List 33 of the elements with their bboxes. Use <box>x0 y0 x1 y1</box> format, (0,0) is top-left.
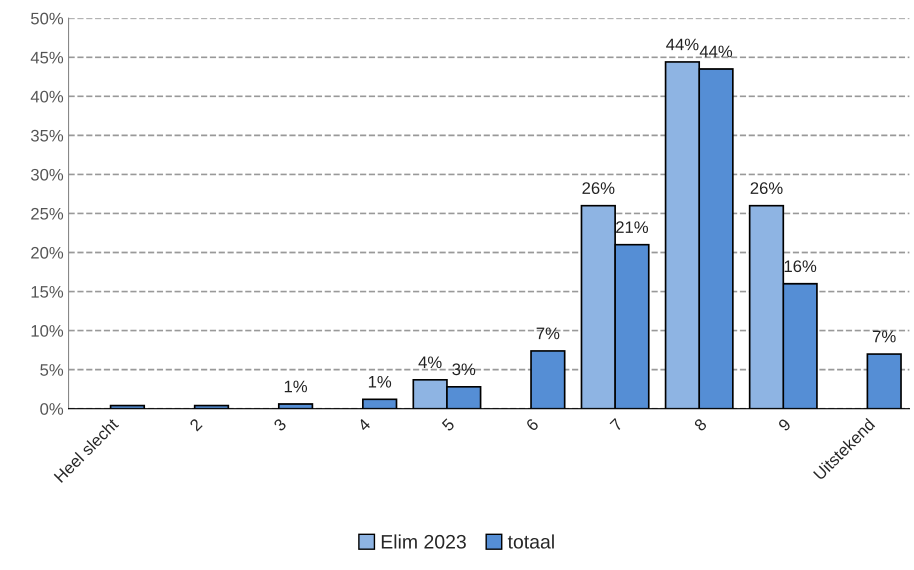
data-label: 7% <box>873 330 896 342</box>
x-tick-label: 7 <box>610 418 624 432</box>
data-label: 1% <box>284 380 308 392</box>
x-tick-label: 3 <box>272 418 287 432</box>
data-label: 7% <box>536 328 560 340</box>
x-tick-label: 9 <box>778 418 792 432</box>
data-label: 21% <box>616 221 648 234</box>
legend-label: Elim 2023 <box>382 534 466 549</box>
y-tick-label: 45% <box>30 52 64 64</box>
data-label: 44% <box>666 38 698 50</box>
x-tick-label: 6 <box>525 418 540 432</box>
data-label: 3% <box>452 363 476 376</box>
y-tick-label: 20% <box>31 246 64 259</box>
x-tick-label: 4 <box>357 418 372 432</box>
x-tick-label: 2 <box>189 418 203 432</box>
data-label: 26% <box>582 182 614 194</box>
y-tick-label: 10% <box>32 325 64 337</box>
data-label: 1% <box>368 376 392 388</box>
y-tick-label: 15% <box>32 286 64 298</box>
data-label: 16% <box>784 260 816 272</box>
y-tick-label: 35% <box>30 130 64 142</box>
y-tick-label: 30% <box>30 168 64 181</box>
y-tick-label: 50% <box>31 12 64 24</box>
y-tick-label: 25% <box>31 208 64 220</box>
y-tick-label: 0% <box>40 403 64 415</box>
y-tick-label: 5% <box>40 364 64 376</box>
data-label: 44% <box>700 46 732 58</box>
data-label: 4% <box>418 356 442 368</box>
data-label: 26% <box>750 182 783 194</box>
x-tick-label: 8 <box>693 418 708 432</box>
legend-label: totaal <box>508 534 554 549</box>
y-tick-label: 40% <box>30 90 64 103</box>
x-tick-label: 5 <box>441 418 456 432</box>
